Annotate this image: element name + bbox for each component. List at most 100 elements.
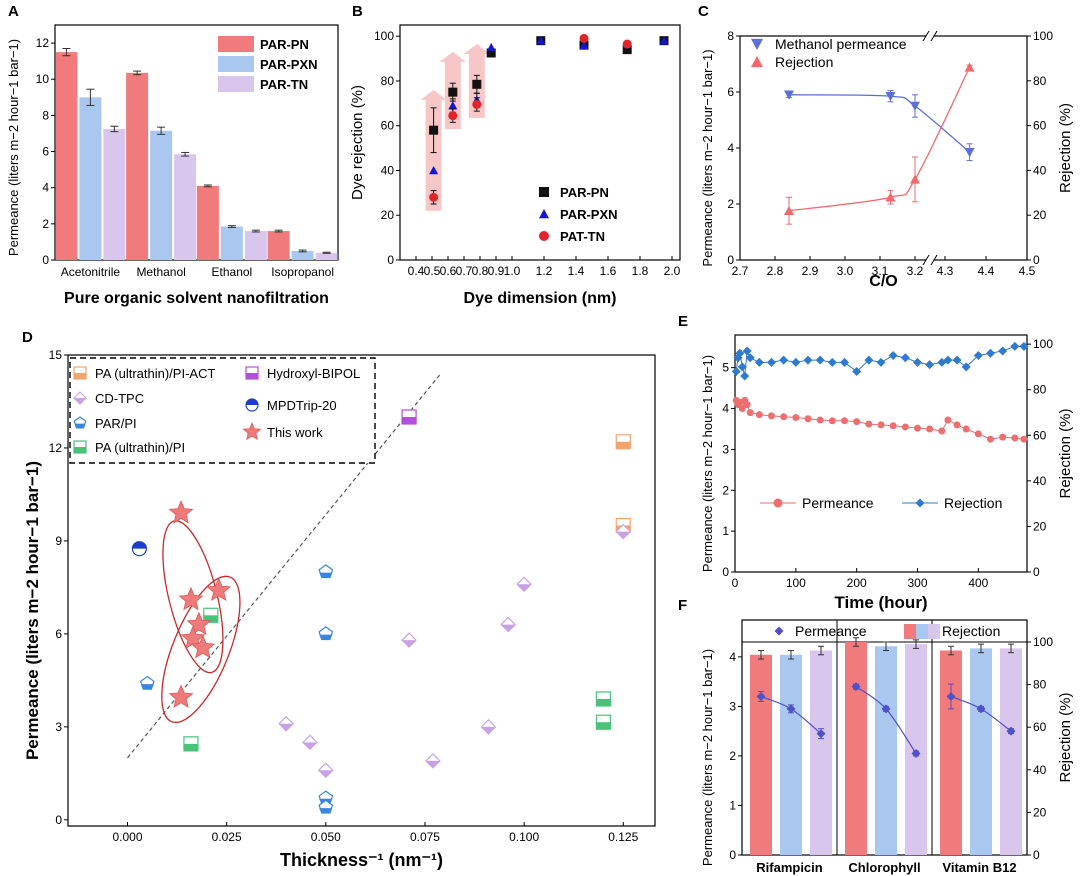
panel-d-scatter-chart: 0 3 6 9 12 15 0.000 0.025 0.050 0.075 0.100 0.125 PA… [23,348,656,870]
a-bar-PAR-PN [267,231,290,260]
d-point-PAR/PI [318,799,334,814]
e-ytick-5-label: 5 [722,361,729,375]
e-point-Rejection [731,366,741,376]
d-point-This work [190,634,216,659]
c-ytick-right-20-label: 20 [1033,208,1047,222]
plot-frame [67,354,656,827]
d-xtick-label: 0.025 [212,830,242,844]
d-ytick-3-label: 3 [55,720,62,734]
e-ytick-right-100-label: 100 [1033,337,1053,351]
a-ytick-8-label: 8 [42,108,49,122]
a-legend-swatch-PAR-TN [218,76,254,92]
e-point-Rejection [815,355,825,365]
e-point-Permeance [804,415,812,423]
c-xtick-label: 4.5 [1019,264,1036,278]
c-point-Rejection [885,192,896,202]
b-legend-marker-PAT-TN [539,231,549,241]
e-legend-marker-Rejection [915,498,925,508]
f-ytick-right-60-label: 60 [1033,720,1047,734]
a-category-label: Methanol [136,265,185,279]
c-ytick-right-60-label: 60 [1033,119,1047,133]
d-legend-marker-PAR/PI [73,416,87,429]
b-point-PAR-PXN [536,36,546,45]
e-point-Permeance [974,430,982,438]
a-x-axis-title: Pure organic solvent nanofiltration [64,290,329,307]
b-xtick-label: 0.7 [456,264,473,278]
c-point-Methanol permeance [910,101,920,111]
c-x-axis-title: C/O [869,273,897,290]
c-ytick-2-label: 2 [727,197,734,211]
b-point-PAR-PN [622,45,632,55]
f-category-label: Chlorophyll [848,860,920,875]
d-point-CD-TPC-fill [302,742,317,750]
f-ytick-3-label: 3 [729,699,736,713]
e-point-Permeance [828,417,836,425]
a-ytick-4-label: 4 [42,181,49,195]
a-ytick-12-label: 12 [36,36,50,50]
e-point-Permeance [1011,434,1019,442]
e-point-Permeance [865,420,873,428]
f-ytick-right-0-label: 0 [1033,848,1040,862]
c-ytick-0-label: 0 [727,253,734,267]
c-ytick-right-40-label: 40 [1033,163,1047,177]
e-point-Rejection [952,355,962,365]
b-y-axis-title: Dye rejection (%) [349,85,366,200]
b-point-PAR-PN [486,48,496,58]
c-y-right-axis-title: Rejection (%) [1057,103,1074,193]
e-ytick-right-60-label: 60 [1033,428,1047,442]
e-ytick-2-label: 2 [722,483,729,497]
e-point-Permeance [938,427,946,435]
e-ytick-3-label: 3 [722,442,729,456]
e-point-Permeance [743,400,751,408]
c-axis-break-bottom-gap [926,256,934,264]
a-ytick-0-label: 0 [42,253,49,267]
b-legend-marker-PAR-PN [539,187,549,197]
f-permeance-point [976,704,986,714]
panel-label-d: D [22,329,33,346]
b-xtick-label: 1.8 [632,264,649,278]
d-xtick-label: 0.075 [410,830,440,844]
f-permeance-point [756,691,766,701]
a-bar-PAR-PN [196,185,219,260]
b-point-PAT-TN [448,111,458,121]
e-point-Rejection [925,360,935,370]
e-point-Rejection [1019,341,1029,351]
c-point-Rejection [964,62,975,72]
c-ytick-right-100-label: 100 [1033,29,1053,43]
c-axis-break-mark [922,30,930,42]
e-point-Rejection [737,362,747,372]
d-point-CD-TPC-fill [318,770,333,778]
d-ytick-0-label: 0 [55,813,62,827]
d-legend-label: Hydroxyl-BIPOL [267,366,360,381]
b-ytick-40-label: 40 [381,163,395,177]
e-point-Rejection [742,346,752,356]
d-point-CD-TPC-fill [425,760,440,768]
d-this-work-ellipse [161,575,241,724]
b-ytick-0-label: 0 [387,253,394,267]
d-point-PA (ultrathin)/PI-ACT [615,434,631,450]
b-point-PAT-TN [622,39,632,49]
e-point-Rejection [852,366,862,376]
plot-frame [54,24,339,261]
c-xtick-label: 2.7 [732,264,749,278]
c-point-Rejection [910,174,920,184]
d-point-CD-TPC [615,523,632,540]
e-legend-label: Permeance [802,495,874,511]
d-point-CD-TPC-fill [402,640,417,648]
b-point-PAR-PN [448,87,458,97]
e-xtick-label: 300 [907,576,927,590]
d-point-CD-TPC-fill [501,624,516,632]
d-point-PA (ultrathin)/PI-fill [596,698,611,706]
a-legend-label: PAR-PXN [260,57,318,72]
panel-label-e: E [678,313,688,330]
a-category-label: Ethanol [212,265,253,279]
b-xtick-label: 1.4 [568,264,585,278]
d-legend-marker-PAR/PI-fill [74,423,86,428]
a-legend-label: PAR-PN [260,37,309,52]
f-ytick-0-label: 0 [729,848,736,862]
f-permeance-point [911,748,921,758]
d-ytick-12-label: 12 [49,441,63,455]
c-legend-marker-Methanol permeance [751,38,763,50]
e-point-Rejection [900,353,910,363]
b-point-PAR-PN [429,125,439,135]
